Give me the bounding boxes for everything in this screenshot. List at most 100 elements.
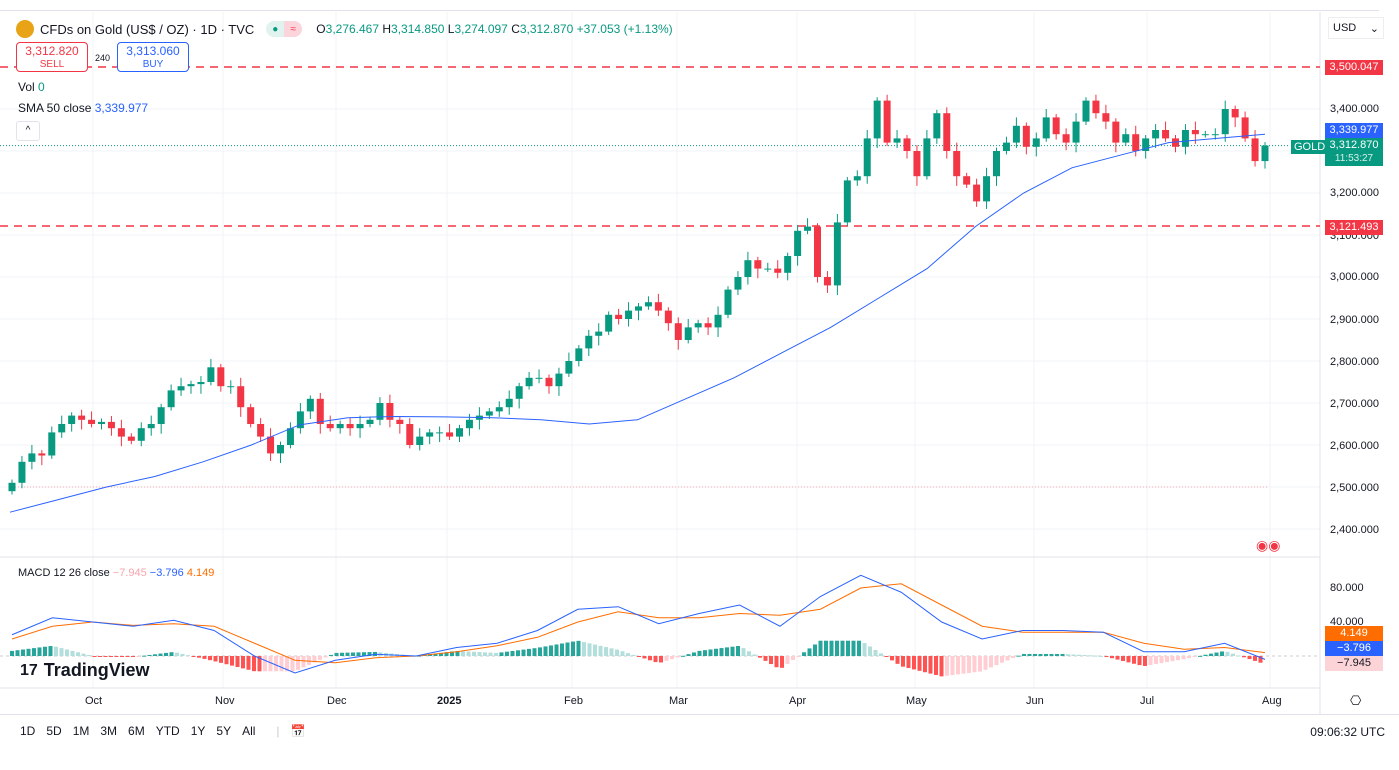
macd-histogram-bar: [290, 656, 295, 672]
range-1m[interactable]: 1M: [72, 724, 90, 738]
range-3m[interactable]: 3M: [100, 724, 118, 738]
clock[interactable]: 09:06:32 UTC: [1310, 725, 1385, 739]
collapse-legend-button[interactable]: ^: [16, 121, 40, 141]
economic-events-icon[interactable]: ◉◉: [1256, 537, 1281, 553]
candle-body: [247, 407, 255, 424]
candle-body: [744, 260, 752, 277]
symbol-legend: CFDs on Gold (US$ / OZ) · 1D · TVC ● ≈ O3…: [16, 20, 673, 38]
macd-histogram-bar: [1033, 653, 1037, 656]
candle-body: [585, 335, 593, 349]
candle-body: [107, 421, 115, 429]
bar-countdown: 11:53:27: [1325, 151, 1383, 166]
macd-histogram-bar: [1253, 656, 1257, 661]
macd-histogram-bar: [494, 652, 498, 656]
macd-histogram-bar: [780, 656, 784, 668]
macd-histogram-bar: [978, 656, 982, 672]
delayed-data-icon: ≈: [284, 21, 303, 37]
candle-body: [18, 461, 26, 483]
candle-body: [286, 428, 294, 445]
macd-histogram-bar: [692, 652, 696, 656]
macd-histogram-bar: [175, 652, 179, 656]
sell-button[interactable]: 3,312.820 SELL: [16, 42, 88, 72]
candle-body: [1132, 134, 1140, 151]
range-all[interactable]: All: [242, 724, 256, 738]
candle-body: [704, 323, 712, 328]
macd-histogram-bar: [345, 652, 350, 656]
candle-body: [674, 323, 682, 340]
macd-histogram-bar: [186, 655, 190, 657]
macd-histogram-bar: [136, 656, 141, 657]
macd-histogram-bar: [307, 656, 311, 665]
macd-histogram-bar: [1181, 656, 1186, 660]
macd-histogram-bar: [461, 651, 465, 656]
macd-histogram-bar: [1242, 656, 1246, 658]
macd-histogram-bar: [560, 643, 564, 656]
candle-body: [794, 230, 802, 256]
candle-body: [505, 398, 513, 408]
macd-histogram-bar: [714, 648, 718, 656]
range-ytd[interactable]: YTD: [155, 724, 180, 738]
macd-histogram-bar: [802, 652, 806, 656]
vol-legend[interactable]: Vol 0: [18, 80, 45, 94]
range-5d[interactable]: 5D: [46, 724, 62, 738]
macd-histogram-bar: [455, 650, 460, 656]
macd-histogram-bar: [598, 645, 603, 656]
macd-histogram-bar: [230, 656, 234, 666]
macd-histogram-bar: [681, 655, 685, 657]
candle-body: [923, 138, 931, 177]
symbol-title[interactable]: CFDs on Gold (US$ / OZ) · 1D · TVC: [40, 21, 255, 37]
time-label: Apr: [789, 695, 807, 707]
tradingview-logo[interactable]: 17 TradingView: [20, 660, 150, 680]
macd-legend[interactable]: MACD 12 26 close −7.945 −3.796 4.149: [18, 567, 215, 579]
macd-histogram-bar: [879, 653, 883, 656]
macd-histogram-bar: [98, 656, 102, 657]
range-1d[interactable]: 1D: [20, 724, 36, 738]
macd-histogram-bar: [730, 646, 735, 656]
macd-histogram-bar: [318, 656, 322, 660]
macd-histogram-bar: [279, 656, 284, 672]
candle-body: [346, 424, 354, 429]
price-label: 2,500.000: [1330, 482, 1379, 494]
macd-histogram-bar: [604, 647, 608, 656]
macd-histogram-bar: [1055, 653, 1059, 656]
macd-histogram-bar: [15, 650, 20, 656]
candle-body: [565, 361, 573, 374]
candle-body: [406, 424, 414, 445]
macd-histogram-bar: [642, 656, 647, 659]
macd-histogram-bar: [1110, 656, 1114, 659]
settings-icon[interactable]: ⎔: [1350, 693, 1362, 708]
range-6m[interactable]: 6M: [128, 724, 145, 738]
range-1y[interactable]: 1Y: [190, 724, 206, 738]
macd-histogram-bar: [1143, 656, 1147, 666]
candle-body: [973, 184, 981, 202]
range-5y[interactable]: 5Y: [216, 724, 232, 738]
buy-button[interactable]: 3,313.060 BUY: [117, 42, 189, 72]
macd-histogram-bar: [114, 656, 119, 657]
candle-body: [426, 432, 434, 437]
status-pill[interactable]: ● ≈: [266, 21, 303, 37]
macd-histogram-bar: [351, 652, 355, 656]
resistance-tag: 3,500.047: [1325, 60, 1383, 75]
candle-body: [684, 327, 692, 340]
candle-body: [853, 176, 861, 181]
candle-body: [814, 226, 821, 277]
sma-legend[interactable]: SMA 50 close 3,339.977: [18, 101, 149, 115]
macd-histogram-bar: [1187, 656, 1191, 659]
candle-body: [326, 424, 334, 429]
macd-histogram-bar: [252, 656, 256, 672]
macd-histogram-bar: [774, 656, 779, 668]
macd-histogram-bar: [1148, 656, 1153, 666]
macd-histogram-bar: [1214, 652, 1219, 656]
macd-histogram-bar: [956, 656, 960, 675]
date-range-icon[interactable]: 📅: [290, 724, 306, 738]
macd-histogram-bar: [59, 648, 64, 656]
candle-body: [694, 323, 702, 328]
candle-body: [366, 419, 374, 424]
currency-select[interactable]: USD ⌄: [1328, 17, 1384, 39]
macd-histogram-bar: [1192, 656, 1197, 657]
macd-histogram-bar: [983, 656, 988, 670]
macd-histogram-bar: [835, 640, 839, 656]
macd-histogram-bar: [367, 652, 372, 656]
macd-histogram-bar: [719, 648, 724, 656]
